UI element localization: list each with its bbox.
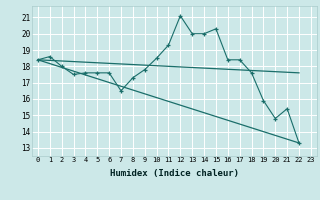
X-axis label: Humidex (Indice chaleur): Humidex (Indice chaleur) xyxy=(110,169,239,178)
